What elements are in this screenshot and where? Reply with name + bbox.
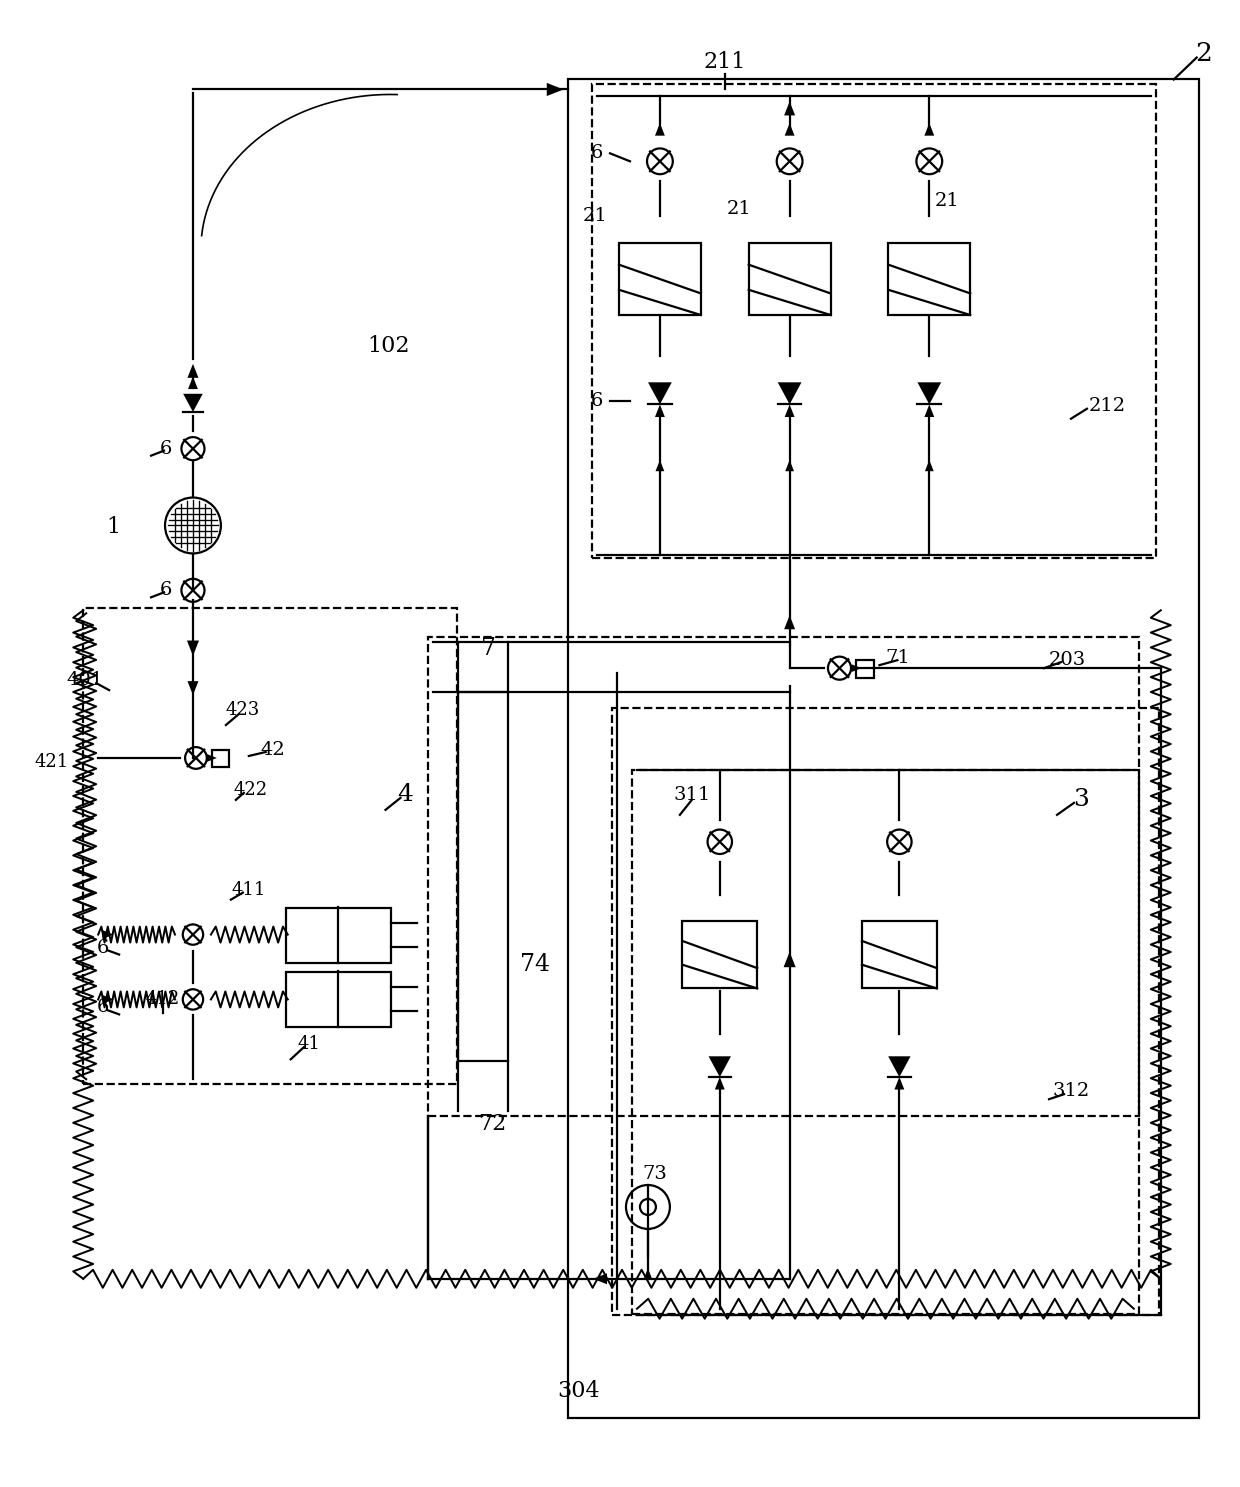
Bar bbox=[857, 660, 874, 678]
Text: 6: 6 bbox=[97, 938, 109, 956]
Polygon shape bbox=[547, 83, 563, 97]
Polygon shape bbox=[187, 681, 198, 694]
Bar bbox=[749, 242, 831, 315]
Polygon shape bbox=[103, 931, 114, 938]
Text: 312: 312 bbox=[1053, 1083, 1090, 1100]
Text: 72: 72 bbox=[479, 1114, 506, 1135]
Text: 21: 21 bbox=[583, 207, 608, 225]
Polygon shape bbox=[918, 382, 941, 404]
Polygon shape bbox=[103, 995, 114, 1004]
Bar bbox=[619, 242, 701, 315]
Polygon shape bbox=[924, 404, 934, 416]
Bar bbox=[613, 708, 1159, 1315]
Text: 412: 412 bbox=[146, 990, 180, 1008]
Bar bbox=[285, 907, 391, 962]
Polygon shape bbox=[187, 364, 198, 378]
Text: 102: 102 bbox=[367, 335, 409, 357]
Text: 401: 401 bbox=[66, 671, 103, 688]
Text: 6: 6 bbox=[590, 144, 603, 162]
Text: 4: 4 bbox=[398, 784, 413, 806]
Text: 411: 411 bbox=[232, 880, 267, 898]
Text: 2: 2 bbox=[1195, 42, 1213, 65]
Text: 421: 421 bbox=[35, 752, 69, 770]
Polygon shape bbox=[784, 616, 795, 629]
Polygon shape bbox=[785, 123, 795, 135]
Text: 311: 311 bbox=[673, 787, 711, 804]
Polygon shape bbox=[784, 101, 795, 116]
Bar bbox=[83, 608, 458, 1084]
Text: 74: 74 bbox=[520, 953, 551, 975]
Text: 71: 71 bbox=[885, 650, 910, 668]
Text: 203: 203 bbox=[1048, 651, 1086, 669]
Text: 422: 422 bbox=[234, 781, 268, 799]
Text: 41: 41 bbox=[298, 1035, 320, 1053]
Polygon shape bbox=[925, 459, 934, 471]
Text: 21: 21 bbox=[727, 201, 751, 219]
Text: 7: 7 bbox=[481, 636, 496, 660]
Text: 304: 304 bbox=[557, 1380, 599, 1402]
Bar bbox=[888, 242, 970, 315]
Text: 73: 73 bbox=[642, 1164, 667, 1184]
Text: 211: 211 bbox=[703, 51, 746, 73]
Polygon shape bbox=[924, 123, 934, 135]
Polygon shape bbox=[644, 1268, 652, 1279]
Polygon shape bbox=[894, 1077, 904, 1090]
Text: 21: 21 bbox=[935, 192, 960, 210]
Bar bbox=[568, 79, 1199, 1419]
Polygon shape bbox=[187, 641, 198, 656]
Bar bbox=[862, 920, 936, 989]
Polygon shape bbox=[184, 394, 202, 412]
Text: 6: 6 bbox=[590, 391, 603, 410]
Text: 6: 6 bbox=[97, 998, 109, 1017]
Polygon shape bbox=[188, 376, 198, 390]
Polygon shape bbox=[708, 1056, 730, 1077]
Text: 423: 423 bbox=[226, 700, 260, 720]
Polygon shape bbox=[714, 1077, 724, 1090]
Polygon shape bbox=[656, 459, 665, 471]
Polygon shape bbox=[655, 123, 665, 135]
Polygon shape bbox=[593, 1273, 608, 1285]
Text: 42: 42 bbox=[260, 741, 285, 758]
Polygon shape bbox=[649, 382, 672, 404]
Polygon shape bbox=[784, 952, 796, 967]
Polygon shape bbox=[207, 754, 217, 761]
Polygon shape bbox=[777, 382, 801, 404]
Bar bbox=[429, 638, 1138, 1117]
Text: 6: 6 bbox=[160, 440, 172, 458]
Bar bbox=[632, 770, 1138, 1313]
Text: 1: 1 bbox=[107, 516, 120, 538]
Bar bbox=[212, 749, 229, 767]
Text: 3: 3 bbox=[1073, 788, 1089, 812]
Polygon shape bbox=[852, 665, 862, 672]
Polygon shape bbox=[785, 459, 794, 471]
Text: 212: 212 bbox=[1089, 397, 1126, 415]
Polygon shape bbox=[888, 1056, 910, 1077]
Bar bbox=[285, 972, 391, 1028]
Polygon shape bbox=[785, 404, 795, 416]
Bar bbox=[591, 85, 1156, 559]
Polygon shape bbox=[655, 404, 665, 416]
Bar bbox=[682, 920, 758, 989]
Text: 6: 6 bbox=[160, 581, 172, 599]
